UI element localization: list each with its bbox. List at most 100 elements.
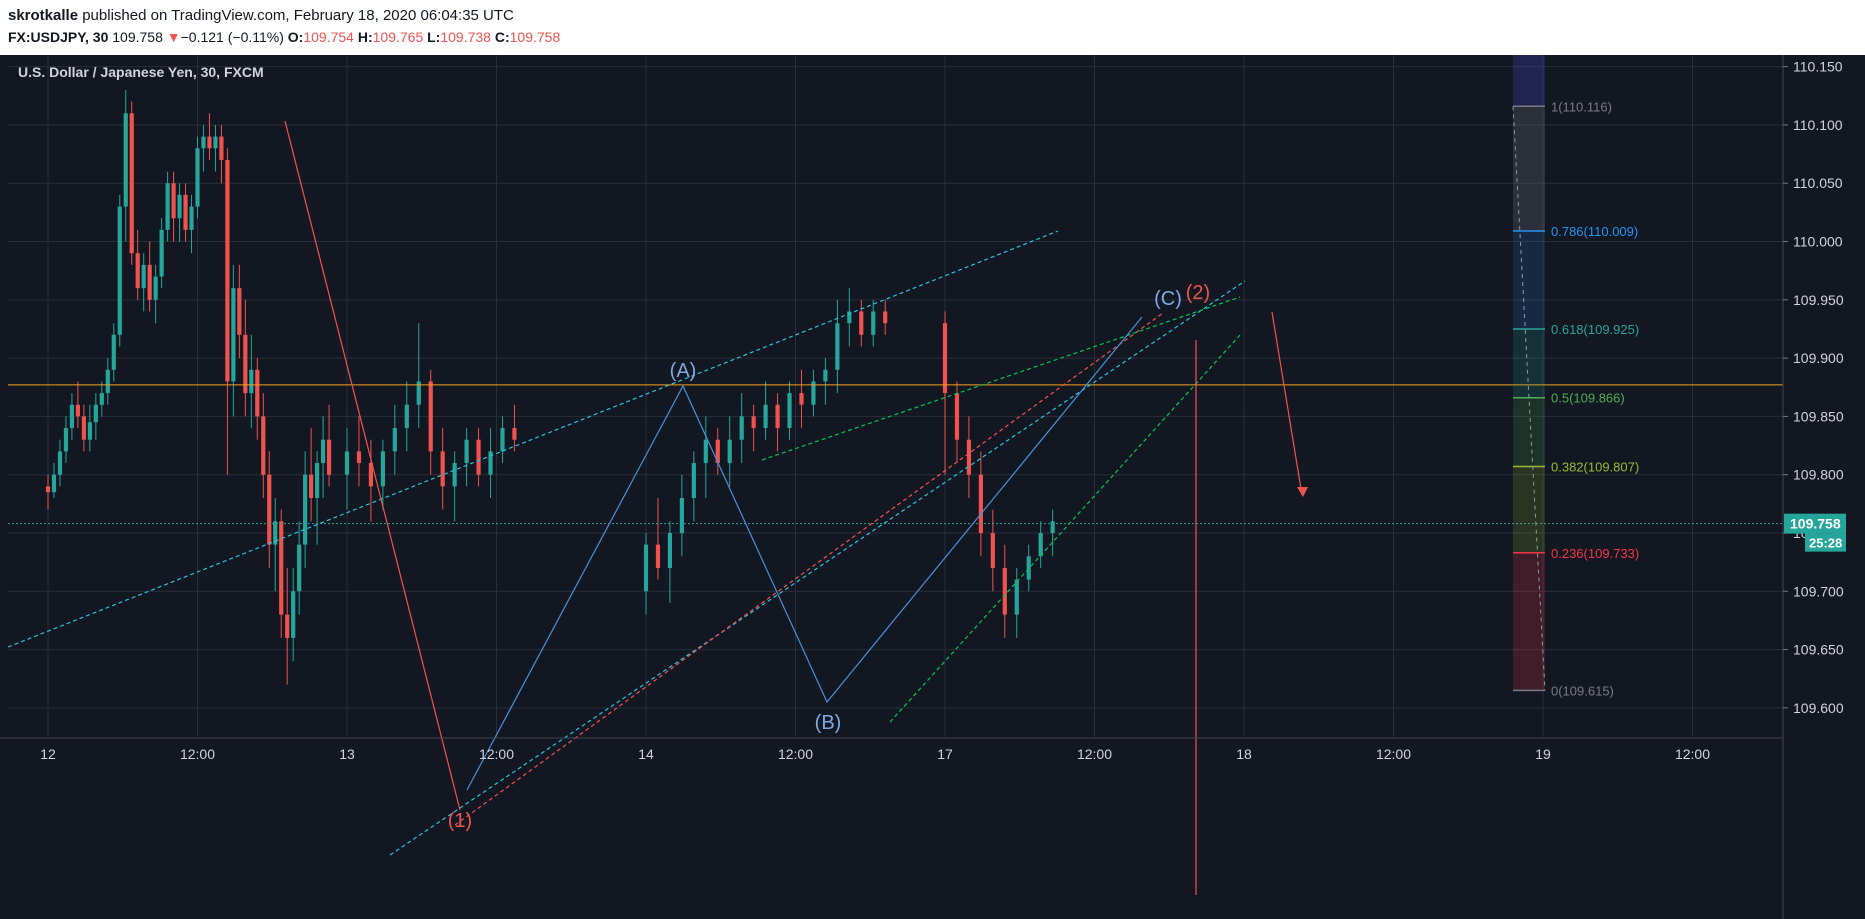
candle-body (123, 113, 128, 207)
candle-body (189, 206, 194, 230)
y-axis-panel (1783, 55, 1865, 919)
candle-body (141, 264, 146, 289)
candle-body (643, 544, 649, 592)
x-tick-label: 12 (40, 746, 56, 762)
candle-body (111, 334, 116, 370)
candle-body (1038, 532, 1043, 557)
candle-body (207, 136, 212, 149)
candle-body (1050, 521, 1055, 533)
candle-body (51, 474, 57, 493)
low-value: 109.738 (440, 29, 491, 45)
candle-body (368, 463, 374, 487)
candle-body (1014, 579, 1019, 615)
candle-body (440, 451, 445, 487)
candle-body (159, 229, 164, 277)
y-tick-label: 109.700 (1793, 583, 1844, 599)
y-tick-label: 110.100 (1793, 117, 1843, 133)
price-chart[interactable]: 1(110.116) 0.786(110.009) 0.618(109.925) 0.… (0, 55, 1865, 919)
candle-body (679, 498, 684, 533)
candle-body (380, 451, 385, 487)
y-tick-label: 109.900 (1793, 350, 1844, 366)
candle-body (392, 428, 397, 452)
candle-body (243, 334, 248, 394)
fib-level-label: 0.382(109.807) (1551, 460, 1639, 475)
last-price-badge (1784, 513, 1846, 534)
candle-body (667, 532, 673, 568)
candle-body (69, 404, 75, 429)
y-tick-label: 109.850 (1793, 408, 1844, 424)
x-tick-label: 12:00 (1376, 746, 1411, 762)
candle-body (464, 439, 469, 464)
candle-body (739, 416, 744, 440)
candle-body (99, 393, 104, 405)
change-arrow-icon: ▼ (166, 29, 181, 45)
fib-level-label: 0.236(109.733) (1551, 546, 1639, 561)
x-tick-label: 13 (339, 746, 355, 762)
candle-body (183, 194, 188, 230)
y-tick-label: 110.000 (1793, 234, 1843, 250)
candle-body (177, 194, 182, 219)
candle-body (81, 416, 86, 440)
candle-body (315, 463, 320, 499)
x-tick-label: 18 (1236, 746, 1252, 762)
author-name[interactable]: skrotkalle (8, 7, 79, 24)
publish-header: skrotkalle published on TradingView.com,… (8, 7, 514, 24)
y-tick-label: 109.600 (1793, 700, 1844, 716)
candle-body (1002, 567, 1007, 615)
candle-body (93, 404, 98, 423)
candle-body (954, 393, 960, 440)
countdown-text: 25:28 (1809, 536, 1842, 551)
candle-body (799, 393, 804, 405)
candle-body (303, 474, 308, 545)
candle-body (231, 288, 236, 382)
fib-level-label: 0.5(109.866) (1551, 391, 1625, 406)
fib-zone (1513, 106, 1545, 232)
candle-body (835, 323, 840, 370)
candle-body (703, 439, 708, 464)
candle-body (811, 381, 816, 405)
fib-level-label: 0.618(109.925) (1551, 322, 1639, 337)
candle-body (57, 451, 63, 475)
countdown-badge (1805, 533, 1846, 552)
candle-body (1026, 556, 1031, 580)
candle-body (847, 311, 852, 324)
y-tick-label: 109.950 (1793, 292, 1844, 308)
candle-body (273, 521, 278, 545)
wave-label-2: (2) (1186, 282, 1210, 304)
x-tick-label: 12:00 (778, 746, 813, 762)
last-price: 109.758 (112, 29, 163, 45)
projection-arrow-head (1297, 487, 1308, 497)
candle-body (942, 323, 948, 394)
symbol-label: FX:USDJPY, 30 (8, 29, 109, 45)
close-value: 109.758 (509, 29, 561, 45)
axes: 110.150 110.100 110.050 110.000 109.950 109.9… (0, 55, 1865, 919)
fib-zone-top (1513, 55, 1545, 107)
candle-body (285, 614, 290, 638)
fib-level-label: 0(109.615) (1551, 683, 1614, 698)
candle-body (978, 474, 983, 533)
wave-label-a: (A) (670, 360, 697, 382)
candle-body (512, 428, 517, 440)
candle-body (87, 422, 92, 440)
candle-body (344, 451, 350, 475)
wedge-line-green-lower (889, 334, 1241, 723)
candle-body (291, 591, 296, 638)
candle-body (871, 311, 876, 335)
candle-body (416, 381, 421, 405)
candle-body (165, 183, 170, 230)
y-tick-label: 110.150 (1793, 59, 1843, 75)
candle-body (213, 136, 218, 149)
candle-body (859, 311, 864, 335)
candle-body (153, 276, 158, 300)
x-tick-label: 12:00 (180, 746, 215, 762)
fib-zone (1513, 397, 1545, 467)
candle-body (105, 369, 110, 394)
wave-label-c: (C) (1154, 288, 1182, 310)
x-tick-label: 19 (1535, 746, 1551, 762)
candle-body (147, 264, 152, 300)
candle-body (297, 544, 302, 592)
candle-body (237, 288, 242, 335)
last-price-text: 109.758 (1790, 516, 1841, 532)
candle-body (326, 439, 332, 475)
candle-body (655, 544, 661, 568)
